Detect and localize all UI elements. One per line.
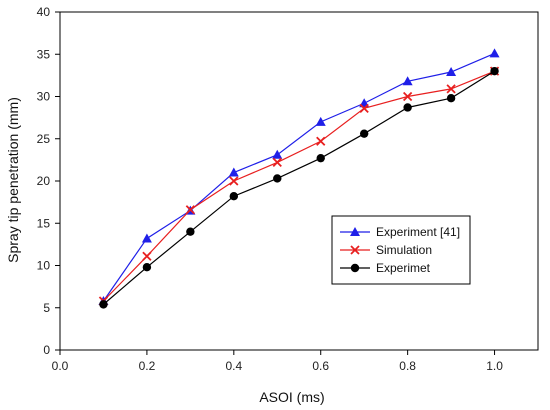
data-point: [316, 153, 325, 163]
x-marker-stroke: [142, 251, 152, 261]
y-tick-label: 25: [37, 132, 51, 146]
plot-area-frame: [59, 11, 539, 351]
x-marker-stroke: [350, 245, 360, 255]
legend-entry: Experiment [41]: [340, 225, 460, 239]
data-point: [446, 66, 457, 76]
legend-entry: Simulation: [340, 243, 432, 257]
series-line: [103, 70, 495, 302]
data-point: [315, 116, 326, 126]
y-tick-label: 20: [37, 174, 51, 188]
series-line: [102, 52, 495, 302]
x-tick-label: 1.0: [486, 359, 503, 373]
legend-label: Simulation: [376, 243, 432, 257]
x-axis-title: ASOI (ms): [259, 389, 324, 405]
x-marker-stroke: [402, 91, 413, 102]
data-point: [272, 157, 282, 168]
x-tick-label: 0.6: [312, 359, 329, 373]
data-point: [272, 149, 283, 159]
data-point: [228, 167, 239, 177]
legend-marker: [350, 245, 360, 255]
x-marker-stroke: [359, 103, 369, 113]
data-point: [359, 103, 369, 113]
data-point: [186, 227, 195, 236]
data-point: [229, 176, 239, 186]
data-point: [446, 84, 456, 94]
x-marker-stroke: [272, 157, 282, 168]
data-point: [273, 174, 282, 183]
legend: Experiment [41] Simulation Experimet: [331, 215, 471, 285]
data-point: [141, 233, 152, 243]
y-tick-label: 0: [43, 343, 50, 357]
y-tick-label: 5: [43, 301, 50, 315]
data-point: [142, 251, 152, 261]
legend-label: Experimet: [376, 261, 431, 275]
y-tick-label: 40: [37, 5, 51, 19]
x-tick-label: 0.8: [399, 359, 416, 373]
data-point: [446, 93, 456, 103]
legend-entry: Experimet: [340, 261, 431, 275]
x-tick-label: 0.4: [225, 359, 242, 373]
data-point: [99, 300, 108, 309]
series-experimet: [99, 66, 499, 309]
y-tick-label: 15: [37, 216, 51, 230]
series-line: [103, 70, 495, 305]
x-marker-stroke: [446, 84, 456, 94]
data-point: [185, 205, 196, 215]
data-point: [229, 192, 239, 201]
data-point: [489, 48, 500, 58]
x-marker-stroke: [185, 205, 196, 215]
data-point: [316, 136, 326, 146]
data-point: [490, 66, 499, 76]
y-axis-title: Spray tip penetration (mm): [5, 97, 21, 263]
data-point: [359, 129, 369, 138]
data-point: [403, 103, 412, 112]
y-tick-label: 35: [37, 47, 51, 61]
y-tick-label: 10: [37, 259, 51, 273]
x-tick-label: 0.0: [52, 359, 69, 373]
x-tick-label: 0.2: [139, 359, 156, 373]
data-point: [402, 76, 413, 86]
legend-label: Experiment [41]: [376, 225, 460, 239]
y-tick-label: 30: [37, 90, 51, 104]
legend-marker: [350, 263, 360, 273]
data-point: [402, 91, 413, 102]
data-point: [142, 262, 152, 272]
x-marker-stroke: [229, 176, 239, 186]
x-marker-stroke: [316, 136, 326, 146]
legend-marker: [350, 227, 360, 236]
